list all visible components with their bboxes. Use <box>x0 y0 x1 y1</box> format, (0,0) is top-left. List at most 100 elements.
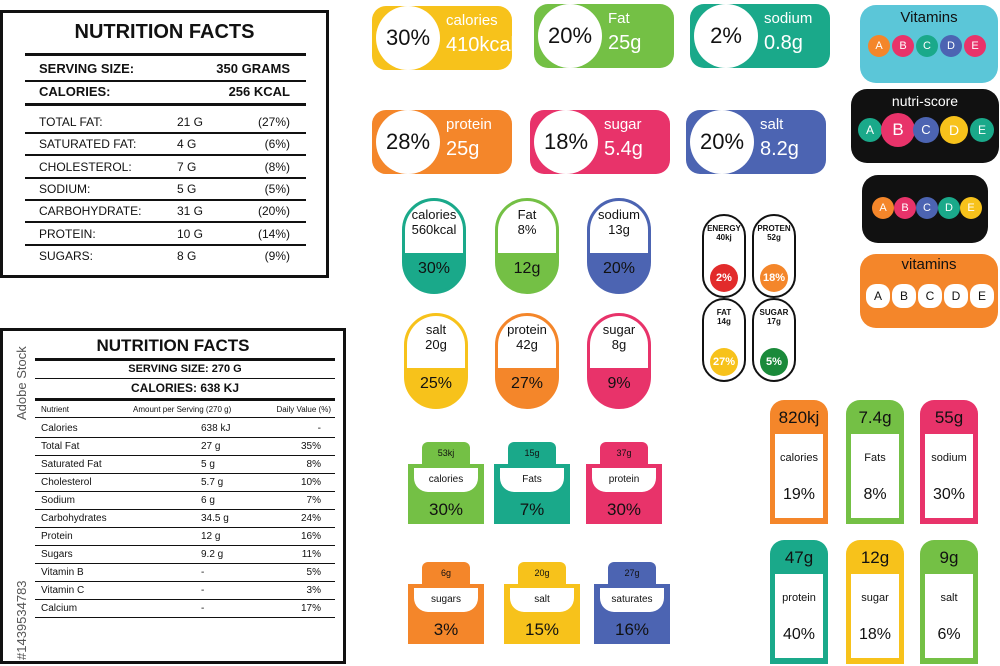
rect-label: 55g sodium 30% <box>920 400 978 524</box>
nutrient-capsule: sugar 8g 9% <box>587 313 651 409</box>
vitamin-letter: B <box>894 197 916 219</box>
badge-value: 410kcal <box>446 34 515 56</box>
capsule-value: 42g <box>516 337 538 352</box>
nutrient-badge: 2% sodium 0.8g <box>690 4 830 68</box>
capsule-name: sodium <box>598 207 640 222</box>
vitamin-letter: C <box>913 117 939 143</box>
rect-name: protein <box>782 592 816 604</box>
rect-percent: 30% <box>932 486 966 503</box>
nutrition-facts-panel-2: NUTRITION FACTS SERVING SIZE: 270 G CALO… <box>0 328 346 664</box>
panel-2-calories: CALORIES: 638 KJ <box>130 381 240 395</box>
small-capsule-value: 14g <box>717 317 731 326</box>
tab-label: 6g sugars 3% <box>408 562 484 644</box>
small-capsule-name: SUGAR <box>759 308 789 317</box>
capsule-name: Fat <box>517 207 537 222</box>
panel-1-row: TOTAL FAT: 21 G (27%) <box>39 115 290 129</box>
rect-percent: 40% <box>782 626 816 643</box>
vitamin-letter: E <box>960 197 982 219</box>
tab-percent: 30% <box>428 500 464 519</box>
tab-top: 37g <box>600 442 648 464</box>
rect-label: 7.4g Fats 8% <box>846 400 904 524</box>
vitamin-letter: D <box>944 284 968 308</box>
tab-percent: 3% <box>433 620 459 639</box>
tab-label: 37g protein 30% <box>586 442 662 524</box>
serving-row: SERVING SIZE: 350 GRAMS <box>39 61 290 76</box>
tab-top: 53kj <box>422 442 470 464</box>
vitamin-letter: D <box>940 116 968 144</box>
rect-label: 820kj calories 19% <box>770 400 828 524</box>
tab-name: salt <box>510 588 574 612</box>
capsule-percent: 25% <box>419 375 453 392</box>
nutrient-capsule: sodium 13g 20% <box>587 198 651 294</box>
panel-1-row: CHOLESTEROL: 7 G (8%) <box>39 159 290 174</box>
badge-value: 25g <box>608 32 642 54</box>
badge-percent: 2% <box>694 4 758 68</box>
nutrient-badge: 30% calories 410kcal <box>372 6 515 70</box>
tab-top: 27g <box>608 562 656 584</box>
tab-top: 15g <box>508 442 556 464</box>
nutrient-capsule: salt 20g 25% <box>404 313 468 409</box>
vitamin-letter: E <box>970 284 994 308</box>
panel-2-row: Saturated Fat 5 g 8% <box>41 459 321 470</box>
capsule-percent: 9% <box>607 375 631 392</box>
watermark-id: #1439534783 <box>14 580 29 660</box>
vitamins-2-title: vitamins <box>901 256 957 273</box>
rect-value: 55g <box>934 408 964 427</box>
badge-name: sugar <box>604 116 642 133</box>
badge-name: salt <box>760 116 784 133</box>
panel-2-row: Vitamin C -3% <box>41 585 321 596</box>
tab-label: 27g saturates 16% <box>594 562 670 644</box>
badge-name: calories <box>446 12 498 29</box>
rect-name: salt <box>940 592 958 604</box>
nutrient-badge: 20% Fat 25g <box>534 4 674 68</box>
tab-top: 20g <box>518 562 566 584</box>
panel-2-header: Nutrient Amount per Serving (270 g) Dail… <box>41 405 331 414</box>
badge-percent: 28% <box>376 110 440 174</box>
vitamin-letter: C <box>916 197 938 219</box>
rect-percent: 18% <box>858 626 892 643</box>
panel-2-row: Cholesterol 5.7 g 10% <box>41 477 321 488</box>
nutri-score-title: nutri-score <box>891 93 959 109</box>
small-capsule-value: 17g <box>767 317 781 326</box>
small-capsule-value: 52g <box>767 233 781 242</box>
capsule-name: calories <box>411 207 457 222</box>
small-capsule-dot: 5% <box>760 348 788 376</box>
badge-value: 8.2g <box>760 138 799 160</box>
vitamin-letter: C <box>916 35 938 57</box>
vitamin-letter: A <box>866 284 890 308</box>
vitamin-letter: E <box>970 118 994 142</box>
vitamin-letter: E <box>964 35 986 57</box>
rect-value: 820kj <box>778 408 820 427</box>
badge-percent: 20% <box>538 4 602 68</box>
nutrient-badge: 20% salt 8.2g <box>686 110 826 174</box>
capsule-value: 20g <box>425 337 447 352</box>
watermark-stock: Adobe Stock <box>14 346 29 420</box>
panel-2-row: Calcium -17% <box>41 603 321 614</box>
tab-percent: 15% <box>524 620 560 639</box>
vitamin-letter: B <box>881 113 915 147</box>
badge-name: protein <box>446 116 492 133</box>
panel-2-serving: SERVING SIZE: 270 G <box>128 363 242 375</box>
capsule-percent: 30% <box>417 260 451 277</box>
vitamins-1-title: Vitamins <box>900 9 958 26</box>
tab-name: protein <box>592 468 656 492</box>
small-capsule: PROTEN 52g 18% <box>752 214 796 298</box>
badge-name: Fat <box>608 10 630 27</box>
vitamin-letter: B <box>892 284 916 308</box>
tab-name: sugars <box>414 588 478 612</box>
small-capsule: FAT 14g 27% <box>702 298 746 382</box>
small-capsule-dot: 18% <box>760 264 788 292</box>
tab-percent: 16% <box>614 620 650 639</box>
small-capsule-name: PROTEN <box>757 224 791 233</box>
nutrient-capsule: protein 42g 27% <box>495 313 559 409</box>
tab-top: 6g <box>422 562 470 584</box>
tab-name: calories <box>414 468 478 492</box>
rect-value: 7.4g <box>858 408 892 427</box>
rect-percent: 19% <box>782 486 816 503</box>
capsule-name: protein <box>507 322 547 337</box>
rect-percent: 8% <box>863 486 887 503</box>
panel-1-row: SATURATED FAT: 4 G (6%) <box>39 137 290 152</box>
rect-name: sugar <box>861 592 889 604</box>
